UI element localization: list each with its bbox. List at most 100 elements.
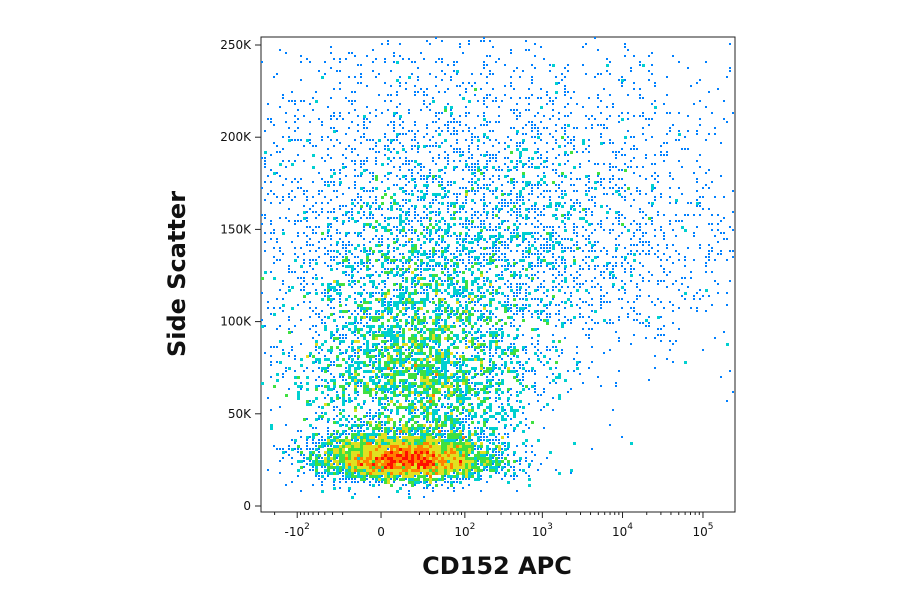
data-point <box>390 160 392 162</box>
data-point <box>429 334 432 337</box>
data-point <box>303 370 305 372</box>
data-point <box>474 355 477 358</box>
data-point <box>435 130 437 132</box>
data-point <box>531 82 533 84</box>
data-point <box>441 40 443 42</box>
data-point <box>597 124 599 126</box>
data-point <box>408 328 411 331</box>
data-point <box>462 286 465 289</box>
data-point <box>564 139 566 141</box>
data-point <box>321 385 323 387</box>
data-point <box>513 277 515 279</box>
data-point <box>411 247 414 250</box>
data-point <box>384 133 386 135</box>
data-point <box>477 163 479 165</box>
data-point <box>528 256 530 258</box>
data-point <box>336 364 339 367</box>
data-point <box>369 112 371 114</box>
data-point <box>537 259 539 261</box>
data-point <box>468 262 470 264</box>
data-point <box>348 274 350 276</box>
data-point <box>399 298 402 301</box>
data-point <box>579 178 581 180</box>
data-point <box>525 217 528 220</box>
data-point <box>585 244 587 246</box>
data-point <box>522 235 525 238</box>
data-point <box>489 364 491 366</box>
data-point <box>279 259 281 261</box>
data-point <box>351 355 353 357</box>
data-point <box>654 367 656 369</box>
data-point <box>510 289 513 292</box>
data-point <box>660 196 662 198</box>
data-point <box>465 160 467 162</box>
data-point <box>402 370 405 373</box>
data-point <box>483 172 485 174</box>
data-point <box>429 253 431 255</box>
data-point <box>534 274 536 276</box>
data-point <box>414 133 416 135</box>
data-point <box>447 376 450 379</box>
data-point <box>567 70 569 72</box>
data-point <box>624 55 626 57</box>
data-point <box>456 298 459 301</box>
data-point <box>540 298 543 301</box>
data-point <box>456 133 458 135</box>
data-point <box>381 289 383 291</box>
data-point <box>447 154 449 156</box>
data-point <box>429 355 432 358</box>
data-point <box>288 208 290 210</box>
data-point <box>567 247 569 249</box>
data-point <box>540 211 542 213</box>
data-point <box>354 328 357 331</box>
data-point <box>393 388 396 391</box>
data-point <box>549 244 551 246</box>
data-point <box>495 280 497 282</box>
data-point <box>294 178 296 180</box>
data-point <box>375 343 378 346</box>
data-point <box>282 229 284 231</box>
data-point <box>330 46 332 48</box>
data-point <box>531 232 533 234</box>
data-point <box>345 352 347 354</box>
data-point <box>627 313 629 315</box>
data-point <box>624 199 626 201</box>
data-point <box>324 160 326 162</box>
data-point <box>492 313 494 315</box>
data-point <box>396 301 399 304</box>
data-point <box>417 190 419 192</box>
data-point <box>354 355 356 357</box>
data-point <box>537 313 539 315</box>
data-point <box>501 259 503 261</box>
data-point <box>549 133 551 135</box>
data-point <box>537 256 540 259</box>
data-point <box>393 346 395 348</box>
data-point <box>363 376 365 378</box>
data-point <box>504 193 506 195</box>
data-point <box>522 196 524 198</box>
data-point <box>510 346 512 348</box>
data-point <box>555 325 557 327</box>
data-point <box>522 217 524 219</box>
data-point <box>534 142 536 144</box>
data-point <box>708 169 710 171</box>
data-point <box>507 307 510 310</box>
data-point <box>726 121 728 123</box>
data-point <box>456 235 458 237</box>
data-point <box>387 217 390 220</box>
data-point <box>303 280 305 282</box>
data-point <box>480 262 482 264</box>
data-point <box>414 160 417 163</box>
data-point <box>351 202 354 205</box>
data-point <box>609 208 611 210</box>
data-point <box>456 262 459 265</box>
data-point <box>402 301 405 304</box>
data-point <box>639 88 641 90</box>
data-point <box>519 154 522 157</box>
data-point <box>621 154 623 156</box>
data-point <box>438 265 440 267</box>
data-point <box>459 319 462 322</box>
data-point <box>360 73 362 75</box>
data-point <box>321 238 323 240</box>
data-point <box>390 355 393 358</box>
